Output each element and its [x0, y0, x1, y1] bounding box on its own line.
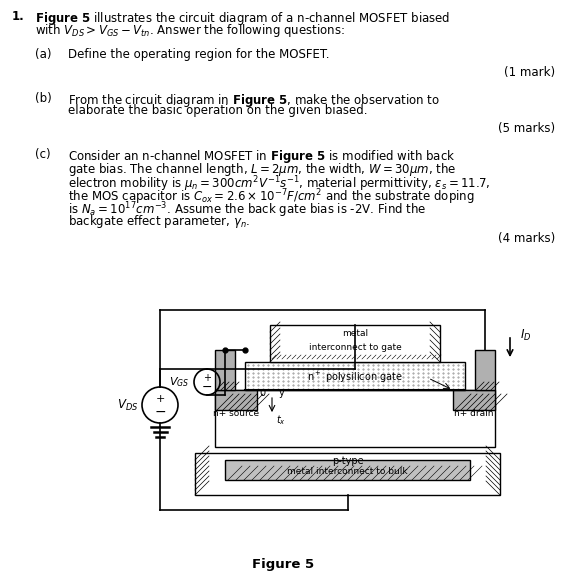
Text: y: y: [279, 388, 285, 398]
Text: +: +: [155, 394, 164, 404]
Text: (c): (c): [35, 148, 50, 161]
Text: $I_D$: $I_D$: [520, 327, 531, 343]
Bar: [245, 362, 465, 390]
Text: Define the operating region for the MOSFET.: Define the operating region for the MOSF…: [68, 48, 329, 61]
Bar: [215, 390, 257, 410]
Text: (a): (a): [35, 48, 52, 61]
Text: (5 marks): (5 marks): [498, 122, 555, 135]
Text: $\mathbf{Figure\ 5}$ illustrates the circuit diagram of a n-channel MOSFET biase: $\mathbf{Figure\ 5}$ illustrates the cir…: [35, 10, 450, 27]
Text: $V_{DS}$: $V_{DS}$: [117, 397, 138, 413]
Bar: [195, 453, 500, 495]
Bar: [475, 350, 495, 390]
Text: the MOS capacitor is $C_{ox}=2.6\times10^{-7}F/cm^2$ and the substrate doping: the MOS capacitor is $C_{ox}=2.6\times10…: [68, 187, 475, 207]
Text: (1 mark): (1 mark): [504, 66, 555, 79]
Text: (b): (b): [35, 92, 52, 105]
Bar: [215, 390, 495, 447]
Text: gate bias. The channel length, $L=2\mu m$, the width, $W=30\mu m$, the: gate bias. The channel length, $L=2\mu m…: [68, 161, 456, 178]
Bar: [215, 350, 235, 390]
Text: metal interconnect to bulk: metal interconnect to bulk: [287, 467, 408, 476]
Text: interconnect to gate: interconnect to gate: [308, 343, 401, 352]
Text: From the circuit diagram in $\mathbf{Figure\ 5}$, make the observation to: From the circuit diagram in $\mathbf{Fig…: [68, 92, 440, 109]
Text: (4 marks): (4 marks): [498, 232, 555, 245]
Text: $V_{GS}$: $V_{GS}$: [169, 375, 189, 389]
Text: 1.: 1.: [12, 10, 25, 23]
Text: Figure 5: Figure 5: [252, 558, 314, 571]
Bar: [270, 325, 440, 362]
Text: is $N_a=10^{17}cm^{-3}$. Assume the back gate bias is -2V. Find the: is $N_a=10^{17}cm^{-3}$. Assume the back…: [68, 200, 426, 220]
Text: −: −: [202, 380, 212, 393]
Text: $t_x$: $t_x$: [276, 413, 286, 427]
Text: −: −: [154, 405, 166, 419]
Text: n+ drain: n+ drain: [454, 409, 494, 418]
Text: p-type: p-type: [332, 456, 363, 466]
Text: $Q_N(y=L)=0$: $Q_N(y=L)=0$: [398, 375, 456, 388]
Text: n+ source: n+ source: [213, 409, 259, 418]
Text: metal: metal: [342, 329, 368, 339]
Bar: [225, 460, 470, 480]
Text: 0: 0: [259, 388, 265, 398]
Text: electron mobility is $\mu_n=300cm^2V^{-1}s^{-1}$, material permittivity, $\varep: electron mobility is $\mu_n=300cm^2V^{-1…: [68, 174, 490, 194]
Text: +: +: [203, 373, 211, 383]
Text: backgate effect parameter, $\gamma_n$.: backgate effect parameter, $\gamma_n$.: [68, 213, 250, 230]
Text: n$^+$ polysilicon gate: n$^+$ polysilicon gate: [307, 369, 403, 384]
Text: Consider an n-channel MOSFET in $\mathbf{Figure\ 5}$ is modified with back: Consider an n-channel MOSFET in $\mathbf…: [68, 148, 455, 165]
Bar: [453, 390, 495, 410]
Text: with $V_{DS}>V_{GS}-V_{tn}$. Answer the following questions:: with $V_{DS}>V_{GS}-V_{tn}$. Answer the …: [35, 22, 345, 39]
Text: elaborate the basic operation on the given biased.: elaborate the basic operation on the giv…: [68, 104, 367, 117]
